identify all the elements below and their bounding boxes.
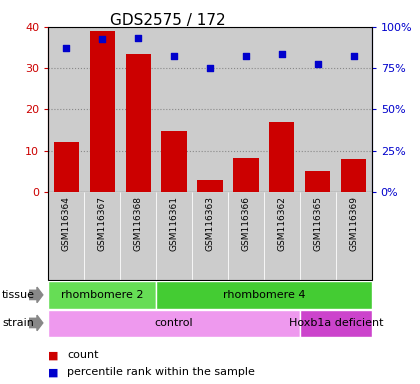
Bar <box>120 192 156 280</box>
Bar <box>192 27 228 192</box>
Text: control: control <box>155 318 193 328</box>
Bar <box>264 27 300 192</box>
Bar <box>48 281 156 309</box>
Text: rhombomere 4: rhombomere 4 <box>223 290 305 300</box>
Bar <box>300 27 336 192</box>
Point <box>350 53 357 59</box>
Point <box>315 61 321 67</box>
Bar <box>341 159 366 192</box>
Text: GDS2575 / 172: GDS2575 / 172 <box>110 13 226 28</box>
Text: tissue: tissue <box>2 290 35 300</box>
Text: GSM116363: GSM116363 <box>205 197 215 252</box>
Text: GSM116362: GSM116362 <box>277 197 286 251</box>
Text: strain: strain <box>2 318 34 328</box>
Point <box>207 65 213 71</box>
Text: ■: ■ <box>48 367 62 377</box>
Bar <box>54 142 79 192</box>
Bar <box>84 27 120 192</box>
Bar <box>89 31 115 192</box>
Text: GSM116365: GSM116365 <box>313 197 322 252</box>
FancyArrow shape <box>29 315 43 331</box>
Point <box>278 51 285 57</box>
Bar <box>156 27 192 192</box>
Text: GSM116369: GSM116369 <box>349 197 358 252</box>
Bar <box>336 27 372 192</box>
Text: GSM116368: GSM116368 <box>134 197 143 252</box>
Bar <box>48 27 84 192</box>
Point <box>135 35 142 41</box>
Text: GSM116366: GSM116366 <box>241 197 250 252</box>
Text: GSM116361: GSM116361 <box>170 197 178 252</box>
Bar <box>84 192 120 280</box>
Point <box>171 53 177 59</box>
Text: ■: ■ <box>48 350 62 360</box>
Text: Hoxb1a deficient: Hoxb1a deficient <box>289 318 383 328</box>
Text: rhombomere 2: rhombomere 2 <box>61 290 144 300</box>
Text: percentile rank within the sample: percentile rank within the sample <box>67 367 255 377</box>
Bar <box>264 192 300 280</box>
Bar <box>300 192 336 280</box>
Point <box>243 53 249 59</box>
Text: GSM116364: GSM116364 <box>62 197 71 251</box>
Bar <box>336 192 372 280</box>
Bar <box>48 310 300 337</box>
Bar <box>305 171 331 192</box>
Bar <box>48 192 84 280</box>
Bar <box>197 180 223 192</box>
Bar <box>192 192 228 280</box>
FancyArrow shape <box>29 287 43 303</box>
Bar <box>120 27 156 192</box>
Bar <box>269 122 294 192</box>
Point <box>63 45 70 51</box>
Bar <box>228 192 264 280</box>
Bar <box>156 192 192 280</box>
Bar <box>300 310 372 337</box>
Point <box>99 36 105 42</box>
Bar <box>156 281 372 309</box>
Bar <box>234 158 259 192</box>
Text: GSM116367: GSM116367 <box>98 197 107 252</box>
Text: count: count <box>67 350 99 360</box>
Bar <box>126 54 151 192</box>
Bar <box>228 27 264 192</box>
Bar <box>162 131 186 192</box>
